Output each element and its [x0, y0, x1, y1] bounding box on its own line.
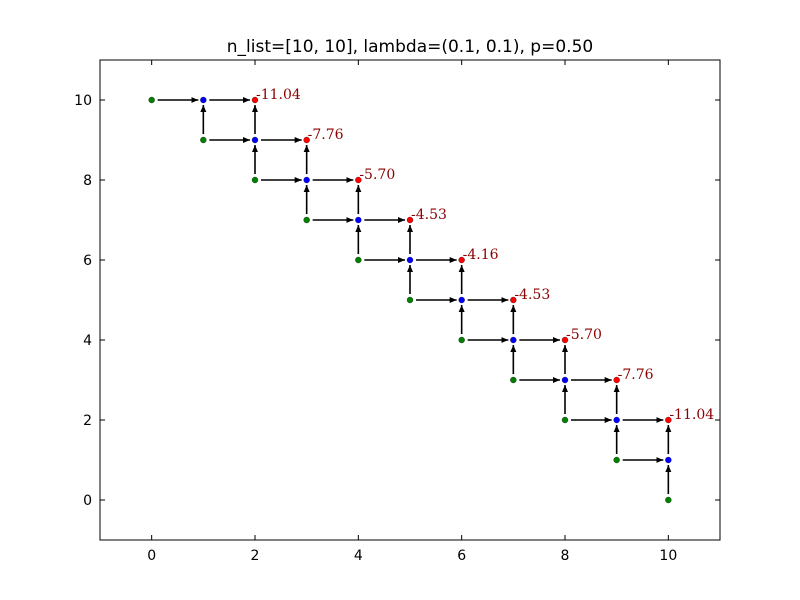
data-point	[561, 376, 569, 384]
x-tick-label: 10	[659, 548, 677, 564]
data-point	[510, 376, 517, 384]
data-point	[458, 256, 465, 264]
data-point	[510, 336, 517, 344]
data-point	[303, 176, 310, 184]
plot-area-frame	[99, 59, 721, 541]
ticks-layer: 0 2 4 6 8 10 0 2 4 6 8 10	[74, 60, 720, 564]
data-point	[561, 416, 569, 424]
value-annotation: -7.76	[308, 127, 344, 143]
data-point	[303, 216, 310, 224]
value-annotation: -7.76	[618, 367, 654, 383]
data-point	[665, 456, 672, 464]
data-point	[303, 136, 310, 144]
data-point	[355, 176, 362, 184]
data-point	[561, 336, 569, 344]
x-tick-label: 2	[251, 548, 260, 564]
data-point	[665, 496, 672, 504]
data-point	[613, 376, 620, 384]
y-tick-label: 0	[83, 493, 92, 509]
value-annotation: -11.04	[256, 87, 301, 103]
data-point	[355, 256, 362, 264]
value-annotation: -11.04	[669, 407, 714, 423]
data-point	[251, 136, 259, 144]
x-tick-label: 6	[457, 548, 466, 564]
arrows-layer	[157, 97, 672, 494]
annotations-layer: -11.04 -7.76 -5.70 -4.53 -4.16 -4.53 -5.70 -7.7…	[256, 87, 714, 423]
data-point	[251, 96, 259, 104]
x-tick-label: 8	[561, 548, 570, 564]
data-point	[200, 96, 207, 104]
data-point	[458, 296, 465, 304]
data-point	[406, 256, 414, 264]
value-annotation: -4.53	[411, 207, 447, 223]
x-tick-label: 0	[147, 548, 156, 564]
value-annotation: -5.70	[359, 167, 395, 183]
data-point	[665, 416, 672, 424]
x-tick-label: 4	[354, 548, 363, 564]
value-annotation: -5.70	[566, 327, 602, 343]
y-tick-label: 2	[83, 413, 92, 429]
value-annotation: -4.16	[463, 247, 499, 263]
data-point	[613, 456, 620, 464]
y-tick-label: 6	[83, 253, 92, 269]
value-annotation: -4.53	[514, 287, 550, 303]
y-tick-label: 8	[83, 173, 92, 189]
data-point	[510, 296, 517, 304]
data-point	[200, 136, 207, 144]
data-point	[148, 96, 155, 104]
data-point	[458, 336, 465, 344]
y-tick-label: 10	[74, 93, 92, 109]
chart-title: n_list=[10, 10], lambda=(0.1, 0.1), p=0.…	[227, 37, 593, 57]
data-point	[406, 216, 414, 224]
data-point	[406, 296, 414, 304]
data-point	[251, 176, 259, 184]
points-layer	[148, 96, 672, 504]
data-point	[613, 416, 620, 424]
y-tick-label: 4	[83, 333, 92, 349]
data-point	[355, 216, 362, 224]
